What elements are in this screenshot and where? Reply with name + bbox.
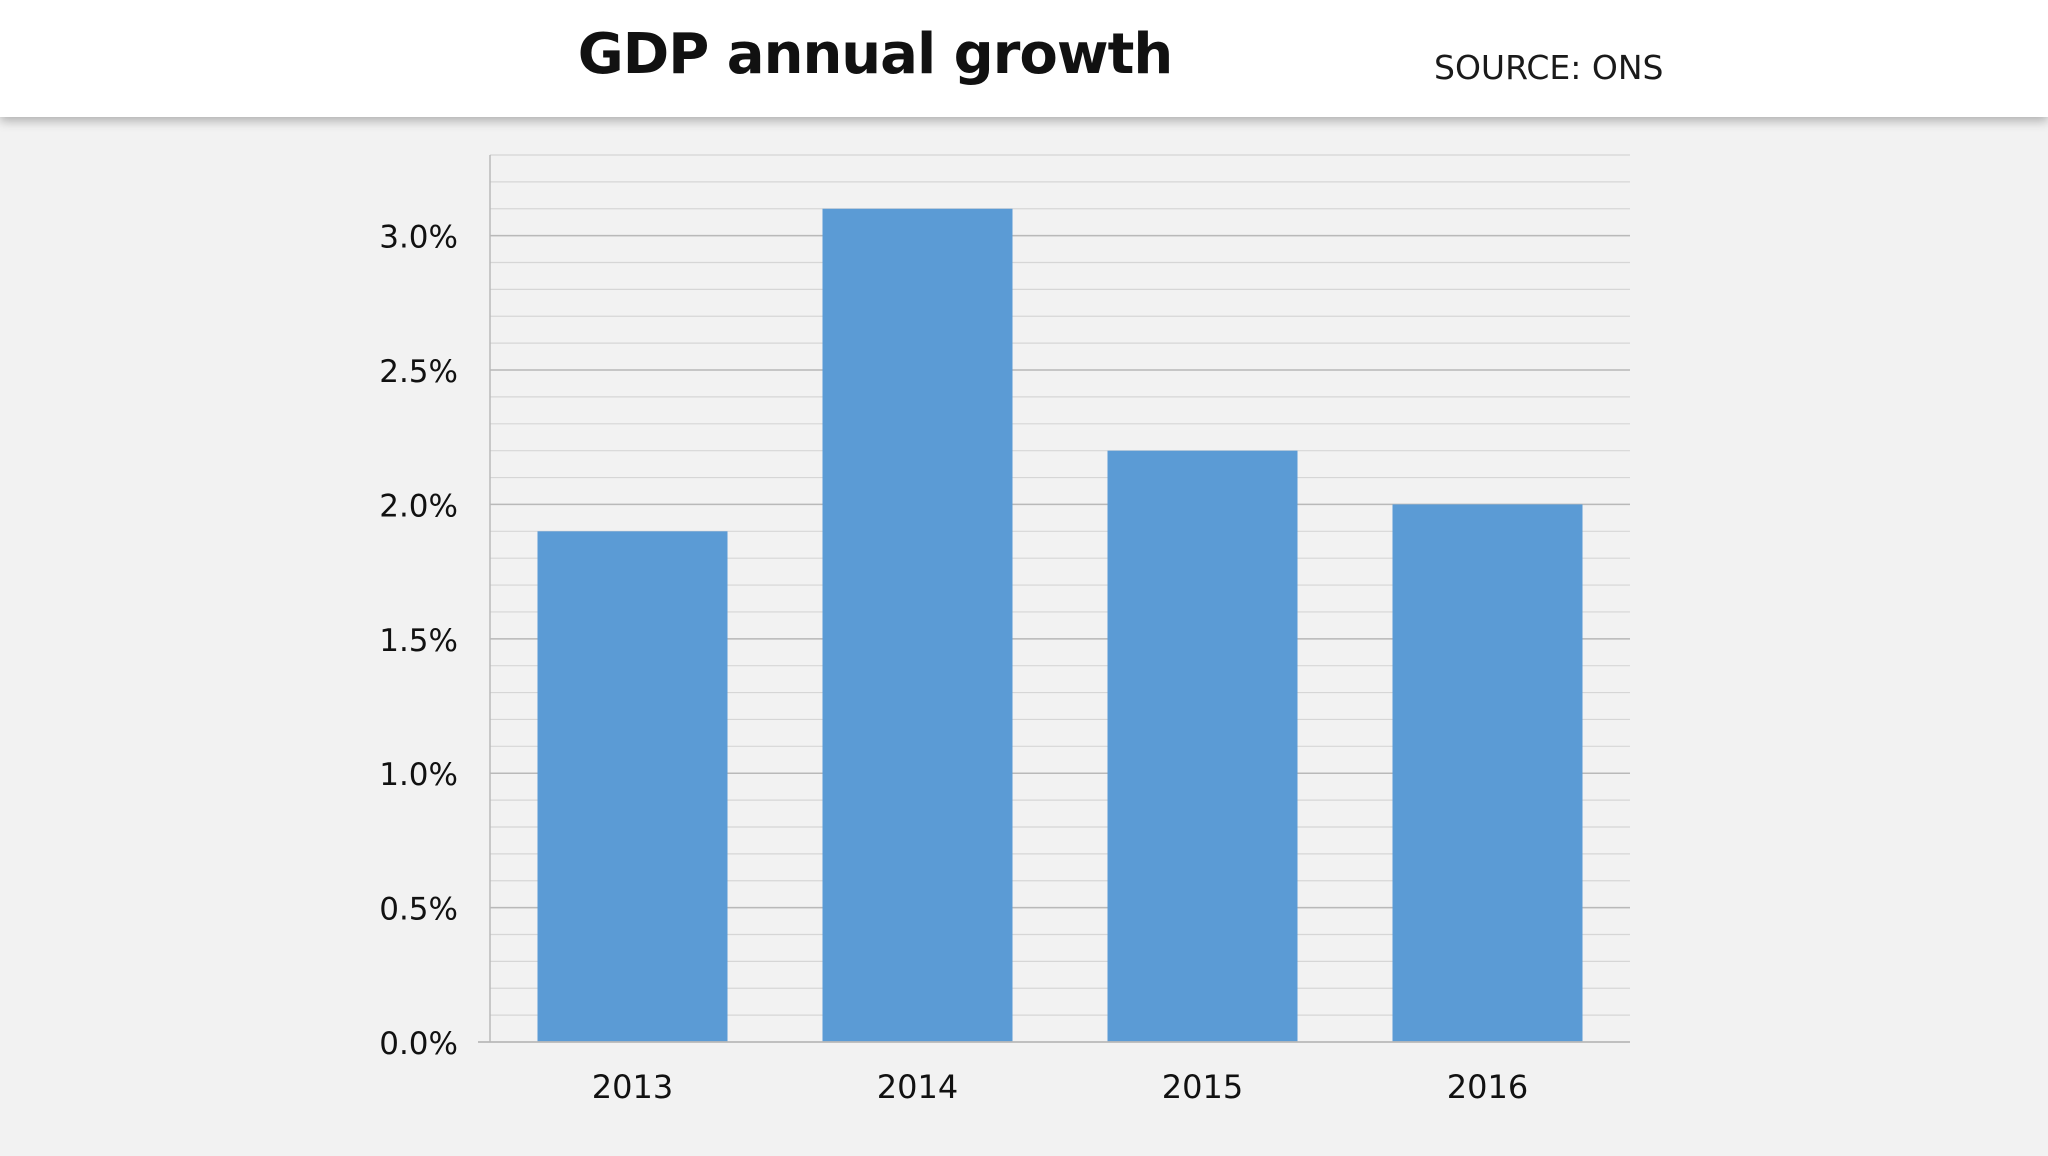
chart-title: GDP annual growth <box>577 22 1173 87</box>
y-tick-label: 1.0% <box>379 757 458 793</box>
bar-2016 <box>1392 504 1583 1042</box>
source-label: SOURCE: ONS <box>1434 48 1664 87</box>
x-tick-label: 2013 <box>592 1068 673 1106</box>
x-tick-label: 2015 <box>1162 1068 1243 1106</box>
y-tick-label: 0.0% <box>379 1026 458 1062</box>
bar-2015 <box>1107 450 1298 1043</box>
y-tick-label: 1.5% <box>379 623 458 659</box>
header-bar: GDP annual growth SOURCE: ONS <box>0 0 2048 117</box>
y-tick-label: 3.0% <box>379 220 458 256</box>
bar-2014 <box>822 208 1013 1042</box>
bar-2013 <box>537 531 728 1042</box>
x-tick-label: 2016 <box>1447 1068 1528 1106</box>
y-tick-label: 2.0% <box>379 488 458 524</box>
y-tick-label: 0.5% <box>379 892 458 928</box>
y-tick-label: 2.5% <box>379 354 458 390</box>
x-tick-label: 2014 <box>877 1068 958 1106</box>
